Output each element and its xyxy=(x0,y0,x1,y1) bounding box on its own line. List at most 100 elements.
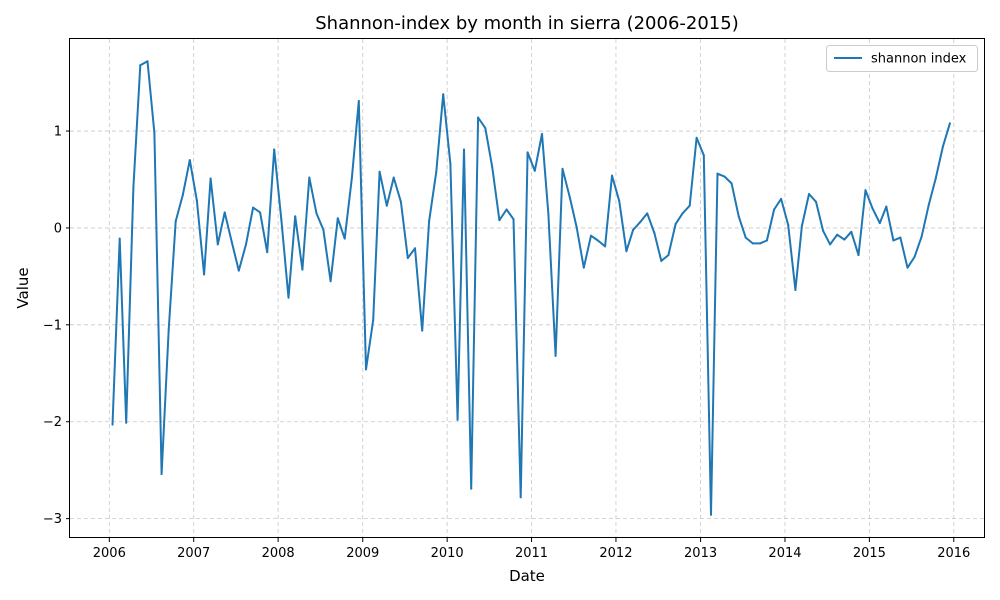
data-point xyxy=(920,235,923,238)
data-point xyxy=(822,229,825,232)
data-point xyxy=(808,193,811,196)
data-point xyxy=(653,231,656,234)
y-tick-label: −3 xyxy=(43,512,62,527)
data-point xyxy=(209,177,212,180)
data-point xyxy=(406,256,409,259)
data-point xyxy=(547,213,550,216)
data-point xyxy=(174,220,177,223)
data-point xyxy=(287,296,290,299)
x-tick-label: 2010 xyxy=(431,546,464,561)
data-point xyxy=(927,203,930,206)
data-point xyxy=(322,228,325,231)
data-point xyxy=(519,496,522,499)
data-point xyxy=(625,250,628,253)
y-axis-title: Value xyxy=(14,267,32,308)
y-tick-label: −1 xyxy=(43,318,62,333)
data-point xyxy=(857,254,860,257)
data-point xyxy=(723,175,726,178)
data-point xyxy=(533,169,536,172)
x-tick-label: 2013 xyxy=(684,546,717,561)
data-point xyxy=(378,170,381,173)
legend: shannon index xyxy=(826,45,978,72)
data-point xyxy=(688,204,691,207)
data-point xyxy=(252,206,255,209)
data-point xyxy=(709,513,712,516)
data-point xyxy=(512,218,515,221)
x-tick-label: 2007 xyxy=(177,546,210,561)
y-tick-label: 0 xyxy=(54,221,62,236)
data-point xyxy=(181,193,184,196)
data-point xyxy=(582,266,585,269)
data-point xyxy=(111,423,114,426)
data-point xyxy=(899,236,902,239)
data-point xyxy=(913,256,916,259)
data-point xyxy=(463,148,466,151)
data-point xyxy=(280,218,283,221)
data-point xyxy=(800,225,803,228)
data-point xyxy=(618,199,621,202)
data-point xyxy=(477,116,480,119)
data-point xyxy=(315,212,318,215)
x-tick-label: 2006 xyxy=(93,546,126,561)
data-point xyxy=(442,93,445,96)
data-point xyxy=(611,174,614,177)
x-tick-label: 2016 xyxy=(937,546,970,561)
series-line xyxy=(111,60,951,516)
data-point xyxy=(456,418,459,421)
data-point xyxy=(449,162,452,165)
data-point xyxy=(484,127,487,130)
data-point xyxy=(294,215,297,218)
data-point xyxy=(132,186,135,189)
data-point xyxy=(787,224,790,227)
data-point xyxy=(843,238,846,241)
data-point xyxy=(878,222,881,225)
data-point xyxy=(160,473,163,476)
data-point xyxy=(695,136,698,139)
data-point xyxy=(188,159,191,162)
data-point xyxy=(765,239,768,242)
data-point xyxy=(357,100,360,103)
x-tick-label: 2014 xyxy=(768,546,801,561)
data-point xyxy=(836,233,839,236)
legend-box xyxy=(826,45,978,72)
legend-label: shannon index xyxy=(871,52,967,67)
x-tick-label: 2009 xyxy=(346,546,379,561)
data-point xyxy=(195,199,198,202)
data-point xyxy=(941,145,944,148)
data-point xyxy=(230,241,233,244)
data-point xyxy=(273,148,276,151)
data-point xyxy=(146,60,149,63)
data-point xyxy=(392,176,395,179)
plot-frame xyxy=(69,38,985,538)
data-point xyxy=(428,220,431,223)
data-point xyxy=(259,211,262,214)
data-point xyxy=(667,254,670,257)
data-point xyxy=(864,189,867,192)
data-point xyxy=(639,221,642,224)
data-point xyxy=(681,212,684,215)
data-point xyxy=(526,151,529,154)
data-point xyxy=(301,268,304,271)
data-point xyxy=(498,219,501,222)
data-point xyxy=(829,243,832,246)
data-point xyxy=(568,195,571,198)
data-point xyxy=(744,236,747,239)
data-point xyxy=(773,208,776,211)
data-point xyxy=(702,154,705,157)
data-point xyxy=(505,208,508,211)
data-point xyxy=(906,266,909,269)
data-point xyxy=(414,247,417,250)
data-point xyxy=(892,239,895,242)
data-point xyxy=(308,176,311,179)
ticks: 2006 2007 2008 2009 2010 2011 2012 2013 2014 2015… xyxy=(43,125,971,561)
data-point xyxy=(203,273,206,276)
data-point xyxy=(372,318,375,321)
data-point xyxy=(674,223,677,226)
x-tick-label: 2011 xyxy=(515,546,548,561)
data-point xyxy=(350,176,353,179)
data-point xyxy=(336,217,339,220)
data-point xyxy=(596,239,599,242)
data-point xyxy=(871,207,874,210)
data-point xyxy=(470,487,473,490)
